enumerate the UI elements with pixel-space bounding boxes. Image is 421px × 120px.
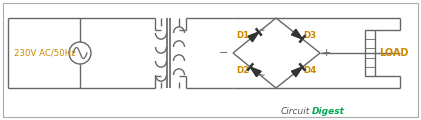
Bar — [365, 30, 375, 76]
Text: ~: ~ — [258, 71, 265, 80]
Text: D3: D3 — [304, 31, 317, 40]
Polygon shape — [250, 67, 261, 77]
Text: D2: D2 — [236, 66, 249, 75]
Text: LOAD: LOAD — [379, 48, 408, 58]
Text: 230V AC/50Hz: 230V AC/50Hz — [14, 48, 76, 57]
Text: D4: D4 — [304, 66, 317, 75]
Text: +: + — [322, 48, 331, 58]
Polygon shape — [248, 32, 259, 42]
Text: −: − — [218, 48, 228, 58]
Text: D1: D1 — [236, 31, 249, 40]
Text: Circuit: Circuit — [281, 108, 310, 117]
Polygon shape — [291, 29, 302, 39]
Text: ~: ~ — [258, 26, 265, 35]
Text: Digest: Digest — [312, 108, 345, 117]
Polygon shape — [291, 67, 302, 77]
